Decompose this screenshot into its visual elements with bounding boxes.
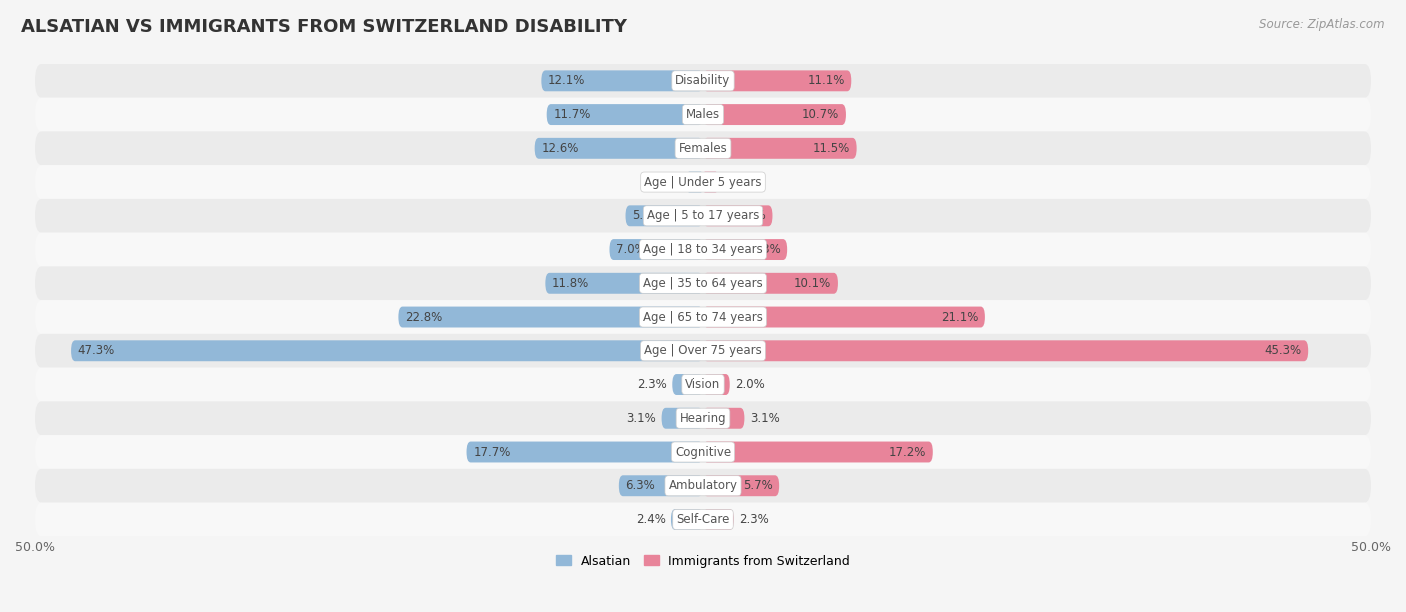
FancyBboxPatch shape <box>534 138 703 159</box>
FancyBboxPatch shape <box>703 273 838 294</box>
FancyBboxPatch shape <box>626 206 703 226</box>
Text: 3.1%: 3.1% <box>749 412 779 425</box>
Text: 5.8%: 5.8% <box>633 209 662 222</box>
Text: Disability: Disability <box>675 74 731 88</box>
Text: 45.3%: 45.3% <box>1264 345 1302 357</box>
Text: Age | Under 5 years: Age | Under 5 years <box>644 176 762 188</box>
Text: 11.8%: 11.8% <box>553 277 589 290</box>
Text: Source: ZipAtlas.com: Source: ZipAtlas.com <box>1260 18 1385 31</box>
Text: Age | 5 to 17 years: Age | 5 to 17 years <box>647 209 759 222</box>
Text: Age | 18 to 34 years: Age | 18 to 34 years <box>643 243 763 256</box>
Text: Males: Males <box>686 108 720 121</box>
FancyBboxPatch shape <box>547 104 703 125</box>
Text: Age | 65 to 74 years: Age | 65 to 74 years <box>643 310 763 324</box>
FancyBboxPatch shape <box>703 408 744 429</box>
FancyBboxPatch shape <box>703 509 734 530</box>
FancyBboxPatch shape <box>619 476 703 496</box>
FancyBboxPatch shape <box>703 441 932 463</box>
FancyBboxPatch shape <box>72 340 703 361</box>
Text: 11.1%: 11.1% <box>807 74 845 88</box>
FancyBboxPatch shape <box>35 300 1371 334</box>
FancyBboxPatch shape <box>35 132 1371 165</box>
Text: 17.7%: 17.7% <box>474 446 510 458</box>
Legend: Alsatian, Immigrants from Switzerland: Alsatian, Immigrants from Switzerland <box>551 550 855 573</box>
FancyBboxPatch shape <box>703 206 772 226</box>
Text: Age | Over 75 years: Age | Over 75 years <box>644 345 762 357</box>
FancyBboxPatch shape <box>703 104 846 125</box>
Text: Self-Care: Self-Care <box>676 513 730 526</box>
FancyBboxPatch shape <box>546 273 703 294</box>
FancyBboxPatch shape <box>662 408 703 429</box>
Text: Ambulatory: Ambulatory <box>668 479 738 492</box>
Text: 6.3%: 6.3% <box>626 479 655 492</box>
Text: 12.6%: 12.6% <box>541 142 579 155</box>
Text: 2.3%: 2.3% <box>740 513 769 526</box>
FancyBboxPatch shape <box>35 334 1371 368</box>
Text: 10.1%: 10.1% <box>794 277 831 290</box>
Text: Cognitive: Cognitive <box>675 446 731 458</box>
FancyBboxPatch shape <box>398 307 703 327</box>
FancyBboxPatch shape <box>703 171 717 193</box>
Text: 11.5%: 11.5% <box>813 142 851 155</box>
FancyBboxPatch shape <box>35 435 1371 469</box>
Text: 2.3%: 2.3% <box>637 378 666 391</box>
Text: 22.8%: 22.8% <box>405 310 443 324</box>
FancyBboxPatch shape <box>35 98 1371 132</box>
FancyBboxPatch shape <box>703 374 730 395</box>
FancyBboxPatch shape <box>35 165 1371 199</box>
Text: 5.2%: 5.2% <box>737 209 766 222</box>
Text: 2.4%: 2.4% <box>636 513 665 526</box>
FancyBboxPatch shape <box>703 307 984 327</box>
FancyBboxPatch shape <box>35 502 1371 536</box>
FancyBboxPatch shape <box>35 64 1371 98</box>
Text: 6.3%: 6.3% <box>751 243 780 256</box>
Text: 11.7%: 11.7% <box>554 108 591 121</box>
Text: 1.1%: 1.1% <box>723 176 754 188</box>
Text: 10.7%: 10.7% <box>801 108 839 121</box>
Text: Females: Females <box>679 142 727 155</box>
FancyBboxPatch shape <box>703 138 856 159</box>
FancyBboxPatch shape <box>671 509 703 530</box>
Text: 2.0%: 2.0% <box>735 378 765 391</box>
FancyBboxPatch shape <box>35 199 1371 233</box>
Text: 47.3%: 47.3% <box>77 345 115 357</box>
FancyBboxPatch shape <box>609 239 703 260</box>
FancyBboxPatch shape <box>35 266 1371 300</box>
Text: 1.2%: 1.2% <box>652 176 682 188</box>
FancyBboxPatch shape <box>672 374 703 395</box>
Text: Vision: Vision <box>685 378 721 391</box>
FancyBboxPatch shape <box>703 70 851 91</box>
Text: 21.1%: 21.1% <box>941 310 979 324</box>
FancyBboxPatch shape <box>35 233 1371 266</box>
FancyBboxPatch shape <box>35 469 1371 502</box>
FancyBboxPatch shape <box>703 476 779 496</box>
Text: Age | 35 to 64 years: Age | 35 to 64 years <box>643 277 763 290</box>
Text: 7.0%: 7.0% <box>616 243 645 256</box>
Text: 17.2%: 17.2% <box>889 446 927 458</box>
FancyBboxPatch shape <box>703 239 787 260</box>
FancyBboxPatch shape <box>541 70 703 91</box>
Text: 3.1%: 3.1% <box>627 412 657 425</box>
Text: 5.7%: 5.7% <box>742 479 772 492</box>
FancyBboxPatch shape <box>35 368 1371 401</box>
FancyBboxPatch shape <box>688 171 703 193</box>
FancyBboxPatch shape <box>35 401 1371 435</box>
Text: ALSATIAN VS IMMIGRANTS FROM SWITZERLAND DISABILITY: ALSATIAN VS IMMIGRANTS FROM SWITZERLAND … <box>21 18 627 36</box>
Text: 12.1%: 12.1% <box>548 74 585 88</box>
Text: Hearing: Hearing <box>679 412 727 425</box>
FancyBboxPatch shape <box>467 441 703 463</box>
FancyBboxPatch shape <box>703 340 1308 361</box>
